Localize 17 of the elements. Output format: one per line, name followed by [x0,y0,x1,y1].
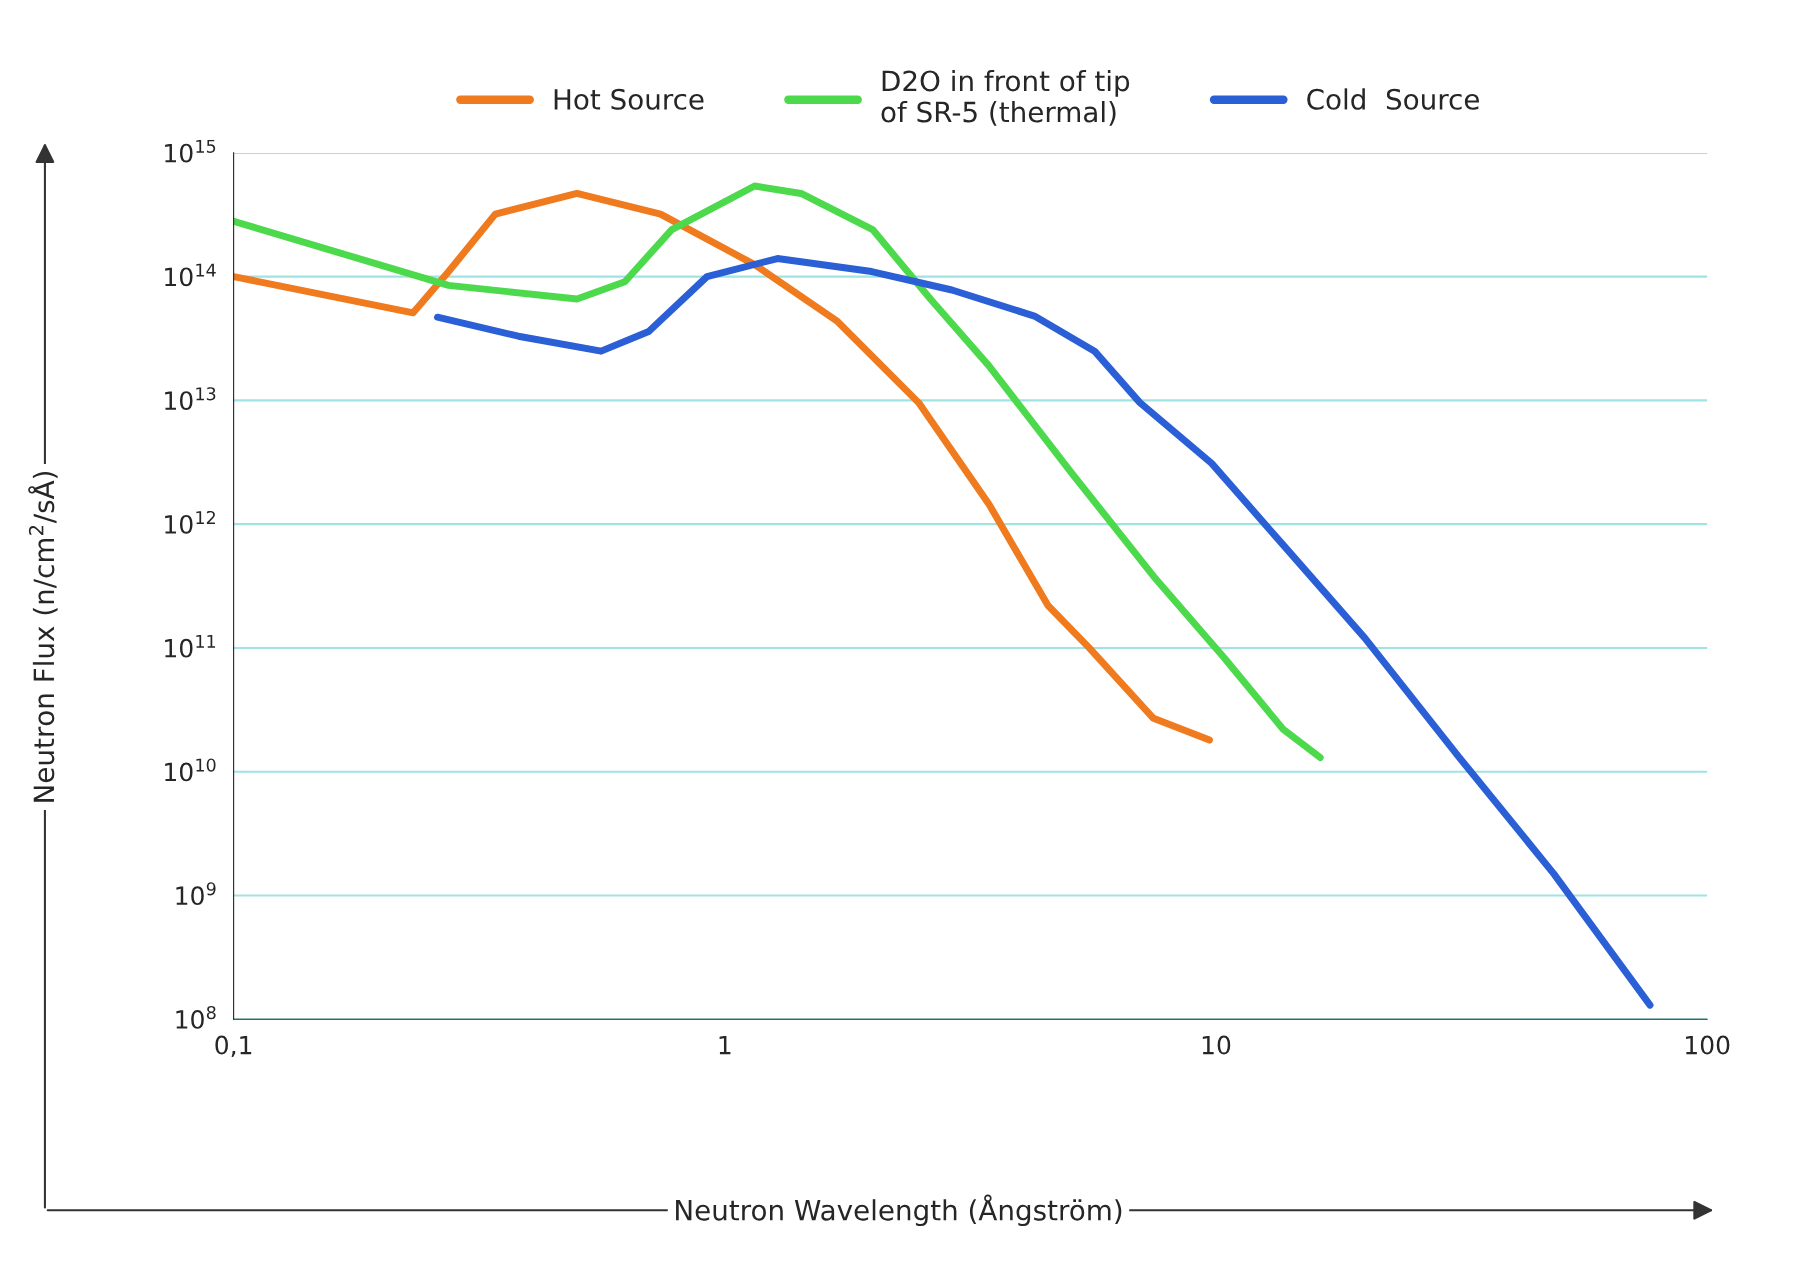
legend-label: Hot Source [554,88,704,110]
x-tick-label: 100 [1686,1035,1730,1055]
legend-label: Cold Source [1307,88,1479,110]
x-axis-title: Neutron Wavelength (Ångström) [676,1194,1122,1227]
y-tick-label: 10$^{9}$ [176,882,216,906]
x-tick-label: 10 [1202,1035,1231,1055]
y-tick-label: 10$^{11}$ [165,634,216,658]
y-tick-label: 10$^{10}$ [165,758,216,782]
legend-label: D2O in front of tip of SR-5 (thermal) [881,69,1130,126]
x-tick-label: 0,1 [215,1035,252,1058]
y-tick-label: 10$^{15}$ [165,139,216,163]
y-tick-label: 10$^{12}$ [165,510,215,534]
y-tick-label: 10$^{13}$ [165,387,216,411]
y-tick-label: 10$^{14}$ [165,263,216,287]
y-axis-title: Neutron Flux (n/cm$^{2}$/sÅ) [28,471,58,802]
y-tick-label: 10$^{8}$ [176,1005,216,1029]
x-tick-label: 1 [719,1035,731,1055]
